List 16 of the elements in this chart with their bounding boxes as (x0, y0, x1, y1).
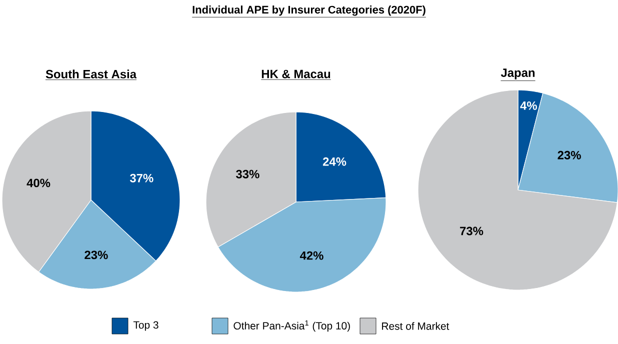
data-label: 33% (236, 170, 260, 178)
legend-label: Other Pan-Asia$^{1}$ (Top 10) (234, 320, 350, 332)
chart-title: HK & Macau (262, 70, 330, 78)
data-label: 23% (558, 150, 581, 160)
data-label: 24% (322, 157, 346, 166)
data-label: 37% (130, 174, 154, 182)
data-label: 40% (26, 178, 50, 188)
legend-label: Top 3 (133, 321, 158, 331)
data-label: 42% (300, 251, 324, 260)
data-label: 23% (84, 250, 108, 260)
data-label: 73% (460, 226, 484, 236)
chart-title: South East Asia (46, 70, 137, 78)
text: Individual APE by Insurer Categories (2020F) (192, 6, 426, 16)
data-label: 4% (520, 101, 537, 110)
legend-label: Rest of Market (382, 322, 450, 330)
chart-title: Japan (500, 68, 535, 80)
